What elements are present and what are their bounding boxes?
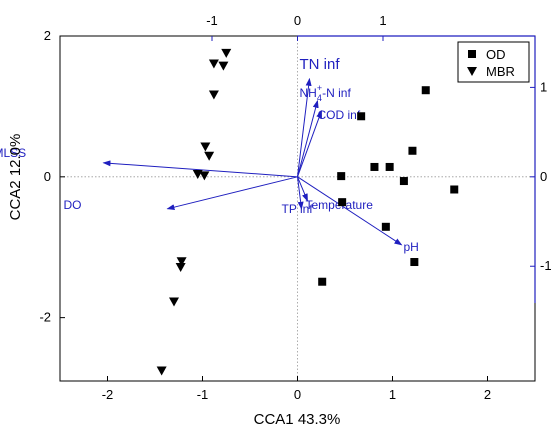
- vector-arrow: [297, 176, 304, 210]
- x-tick-label: -2: [102, 387, 114, 402]
- vector-label: DO: [64, 198, 82, 212]
- vector-arrow: [297, 176, 403, 246]
- x-tick-label: 2: [484, 387, 491, 402]
- od-point: [370, 162, 379, 171]
- vector-label: MLSS: [0, 146, 26, 160]
- top-axis-tick-label: 0: [294, 13, 301, 28]
- od-point: [338, 198, 347, 207]
- vector-arrow: [297, 77, 312, 177]
- x-tick-label: 0: [294, 387, 301, 402]
- mbr-point: [204, 151, 215, 161]
- vector-label: TP inf: [282, 202, 314, 216]
- right-axis-tick-label: -1: [540, 258, 552, 273]
- data-points: [156, 48, 459, 376]
- legend-marker: [467, 67, 477, 76]
- vector-arrow: [102, 160, 298, 178]
- mbr-point: [199, 171, 210, 181]
- y-tick-label: 0: [44, 169, 51, 184]
- vector-label: COD inf: [318, 108, 361, 122]
- mbr-point: [208, 59, 219, 69]
- vector-label: pH: [404, 240, 419, 254]
- y-tick-label: 2: [44, 28, 51, 43]
- top-axis-tick-label: -1: [206, 13, 218, 28]
- od-point: [381, 222, 390, 231]
- vector-arrow: [166, 176, 298, 211]
- mbr-point: [156, 366, 167, 376]
- mbr-point: [175, 262, 186, 272]
- mbr-point: [208, 90, 219, 100]
- right-axis-tick-label: 0: [540, 169, 547, 184]
- od-point: [318, 277, 327, 286]
- mbr-point: [218, 61, 229, 71]
- x-axis-label: CCA1 43.3%: [254, 411, 341, 428]
- od-point: [408, 146, 417, 155]
- od-point: [421, 86, 430, 95]
- legend-marker: [468, 50, 476, 58]
- mbr-point: [221, 48, 232, 58]
- reference-lines: [60, 36, 535, 381]
- axes: -2 -1 0 1 2 -2 0 2 -1 0 1 -1 0 1: [39, 13, 551, 402]
- legend-label: OD: [486, 47, 506, 62]
- legend: OD MBR: [457, 41, 530, 83]
- vector-arrow: [297, 109, 322, 177]
- vector-label: TN inf: [300, 56, 341, 73]
- od-point: [337, 172, 346, 181]
- vector-arrow: [297, 99, 319, 177]
- legend-label: MBR: [486, 64, 515, 79]
- top-axis-tick-label: 1: [379, 13, 386, 28]
- x-tick-label: 1: [389, 387, 396, 402]
- od-point: [385, 162, 394, 171]
- vector-arrow: [297, 176, 308, 202]
- od-point: [410, 258, 419, 267]
- mbr-point: [169, 297, 179, 307]
- vector-label: NH4+-N inf: [300, 83, 352, 103]
- right-axis-tick-label: 1: [540, 79, 547, 94]
- od-point: [357, 112, 366, 121]
- y-tick-label: -2: [39, 310, 51, 325]
- mbr-point: [200, 142, 211, 152]
- od-point: [450, 185, 459, 194]
- y-axis-label: CCA2 12.0%: [7, 134, 24, 221]
- x-tick-label: -1: [197, 387, 209, 402]
- mbr-point: [176, 257, 187, 267]
- od-point: [399, 177, 408, 186]
- legend-box: [457, 41, 530, 83]
